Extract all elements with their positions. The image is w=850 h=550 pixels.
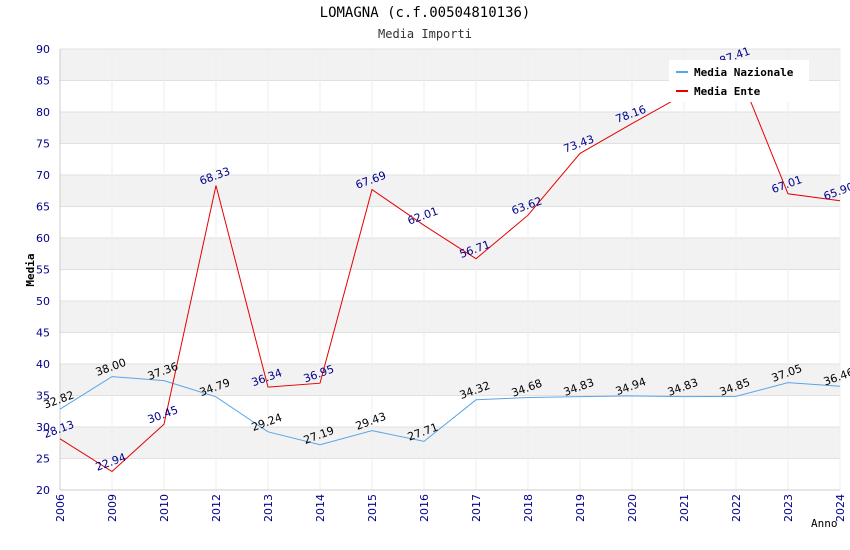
y-tick-label: 35 xyxy=(36,390,50,403)
legend-label: Media Nazionale xyxy=(694,66,794,79)
y-tick-label: 60 xyxy=(36,232,50,245)
x-tick-label: 2022 xyxy=(730,494,743,522)
x-tick-label: 2010 xyxy=(158,494,171,522)
x-tick-label: 2013 xyxy=(262,494,275,522)
y-tick-label: 50 xyxy=(36,295,50,308)
x-tick-label: 2021 xyxy=(678,494,691,522)
y-tick-label: 30 xyxy=(36,421,50,434)
x-tick-label: 2009 xyxy=(106,494,119,522)
grid-band xyxy=(60,112,840,144)
x-tick-label: 2020 xyxy=(626,494,639,522)
x-tick-label: 2024 xyxy=(834,494,847,522)
legend-box xyxy=(669,60,809,102)
y-tick-label: 85 xyxy=(36,75,50,88)
x-tick-label: 2019 xyxy=(574,494,587,522)
y-tick-label: 70 xyxy=(36,169,50,182)
grid-band xyxy=(60,458,840,490)
series-line-media-nazionale xyxy=(59,376,841,446)
grid-band xyxy=(60,175,840,207)
grid-band xyxy=(60,238,840,270)
grid-band xyxy=(60,427,840,459)
grid-band xyxy=(60,301,840,333)
grid-band xyxy=(60,364,840,396)
x-tick-label: 2023 xyxy=(782,494,795,522)
grid-band xyxy=(60,395,840,427)
grid-band xyxy=(60,206,840,238)
grid-band xyxy=(60,332,840,364)
chart-subtitle: Media Importi xyxy=(378,27,472,41)
x-tick-label: 2018 xyxy=(522,494,535,522)
legend-label: Media Ente xyxy=(694,85,761,98)
y-axis-title: Media xyxy=(24,253,37,286)
y-tick-label: 65 xyxy=(36,201,50,214)
x-tick-label: 2015 xyxy=(366,494,379,522)
x-axis-title: Anno xyxy=(811,517,838,530)
grid-band xyxy=(60,143,840,175)
x-tick-label: 2012 xyxy=(210,494,223,522)
x-tick-label: 2016 xyxy=(418,494,431,522)
x-tick-label: 2006 xyxy=(54,494,67,522)
y-tick-label: 55 xyxy=(36,264,50,277)
x-tick-label: 2014 xyxy=(314,494,327,522)
y-tick-label: 45 xyxy=(36,327,50,340)
y-tick-label: 20 xyxy=(36,484,50,497)
y-tick-label: 40 xyxy=(36,358,50,371)
y-tick-label: 75 xyxy=(36,138,50,151)
legend: Media Nazionale Media Ente xyxy=(669,60,809,102)
y-tick-label: 90 xyxy=(36,43,50,56)
chart-title: LOMAGNA (c.f.00504810136) xyxy=(319,5,531,21)
grid-band xyxy=(60,269,840,301)
x-tick-label: 2017 xyxy=(470,494,483,522)
y-tick-label: 80 xyxy=(36,106,50,119)
y-tick-label: 25 xyxy=(36,453,50,466)
